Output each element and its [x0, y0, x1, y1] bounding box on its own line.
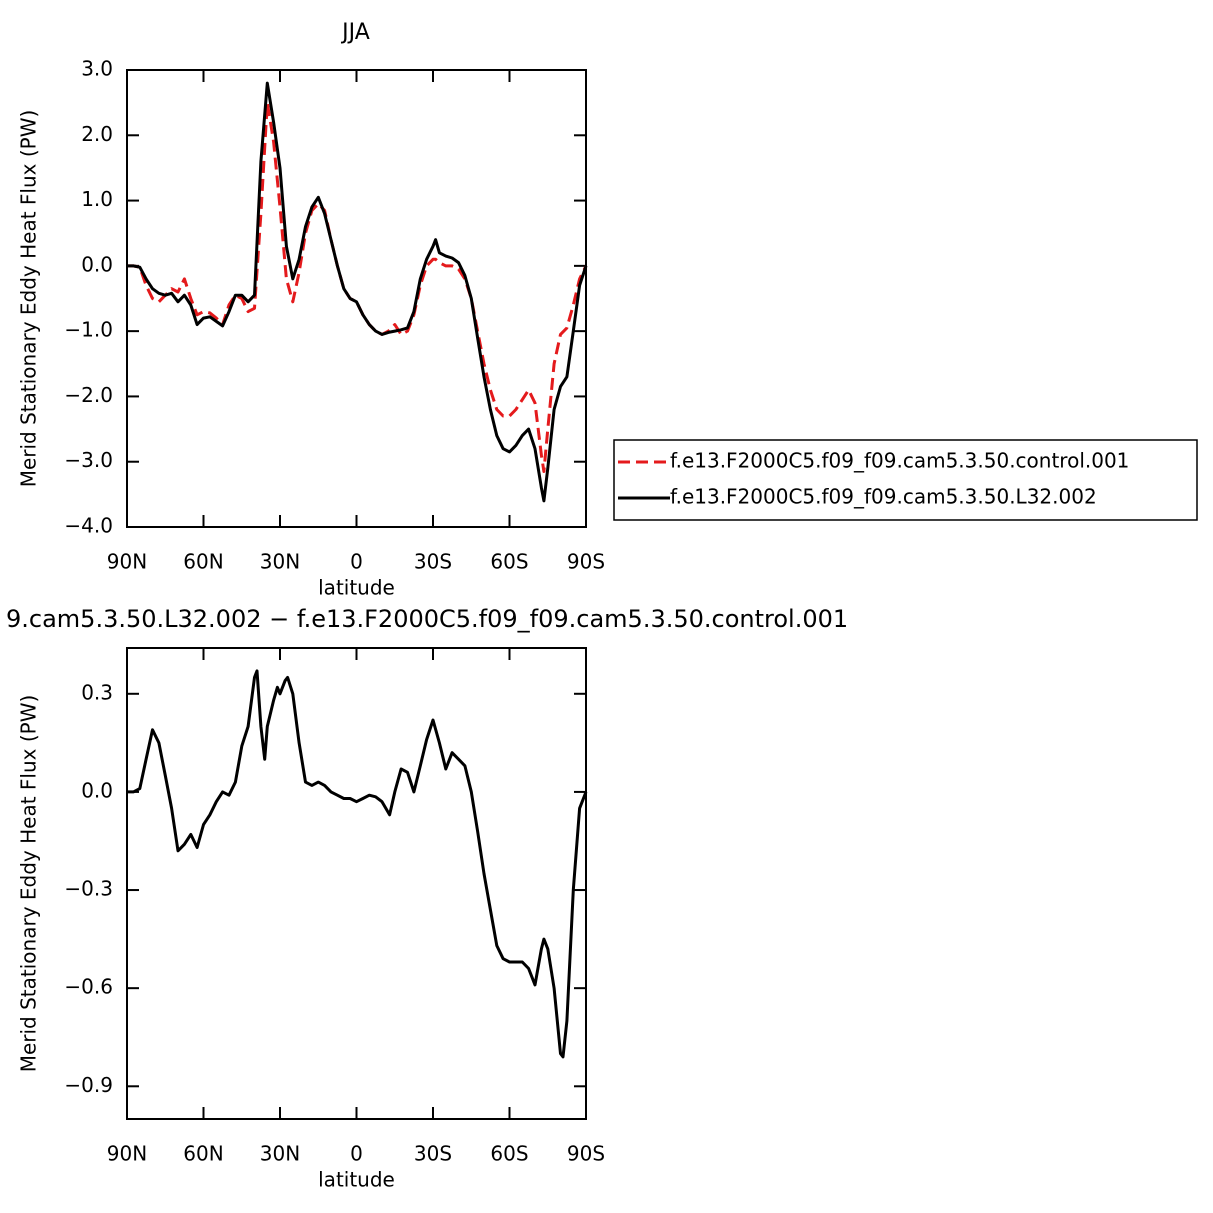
- y-tick-label: −3.0: [64, 448, 113, 472]
- y-axis-label: Merid Stationary Eddy Heat Flux (PW): [17, 110, 41, 488]
- x-axis-label: latitude: [318, 576, 395, 600]
- series-line: [127, 81, 588, 503]
- chart-title: 9.cam5.3.50.L32.002 − f.e13.F2000C5.f09_…: [6, 605, 848, 633]
- x-tick-label: 30S: [414, 1142, 452, 1166]
- x-tick-label: 90S: [567, 550, 605, 574]
- y-tick-label: 0.0: [81, 252, 113, 276]
- y-tick-label: −0.9: [64, 1073, 113, 1097]
- y-tick-label: −1.0: [64, 318, 113, 342]
- x-tick-label: 60N: [183, 1142, 223, 1166]
- x-tick-label: 30S: [414, 550, 452, 574]
- x-tick-label: 90S: [567, 1142, 605, 1166]
- series-line: [127, 101, 588, 473]
- y-tick-label: −2.0: [64, 383, 113, 407]
- y-tick-label: 1.0: [81, 187, 113, 211]
- x-tick-label: 60N: [183, 550, 223, 574]
- series-line: [127, 669, 588, 1059]
- x-tick-label: 30N: [260, 550, 300, 574]
- y-axis-label: Merid Stationary Eddy Heat Flux (PW): [17, 695, 41, 1073]
- y-tick-label: 0.0: [81, 778, 113, 802]
- chart-title: JJA: [340, 20, 370, 45]
- plot-frame: [126, 69, 587, 528]
- x-tick-label: 60S: [490, 550, 528, 574]
- y-tick-label: −4.0: [64, 514, 113, 538]
- x-tick-label: 90N: [107, 550, 147, 574]
- y-tick-label: 3.0: [81, 57, 113, 81]
- legend-box: [613, 439, 1198, 521]
- x-tick-label: 60S: [490, 1142, 528, 1166]
- x-tick-label: 30N: [260, 1142, 300, 1166]
- y-tick-label: 0.3: [81, 680, 113, 704]
- y-tick-label: −0.6: [64, 975, 113, 999]
- legend-label: f.e13.F2000C5.f09_f09.cam5.3.50.control.…: [670, 449, 1129, 473]
- y-tick-label: −0.3: [64, 877, 113, 901]
- x-tick-label: 0: [350, 1142, 363, 1166]
- plot-frame: [126, 647, 587, 1120]
- x-tick-label: 90N: [107, 1142, 147, 1166]
- legend-label: f.e13.F2000C5.f09_f09.cam5.3.50.L32.002: [670, 485, 1097, 509]
- y-tick-label: 2.0: [81, 122, 113, 146]
- x-tick-label: 0: [350, 550, 363, 574]
- x-axis-label: latitude: [318, 1168, 395, 1192]
